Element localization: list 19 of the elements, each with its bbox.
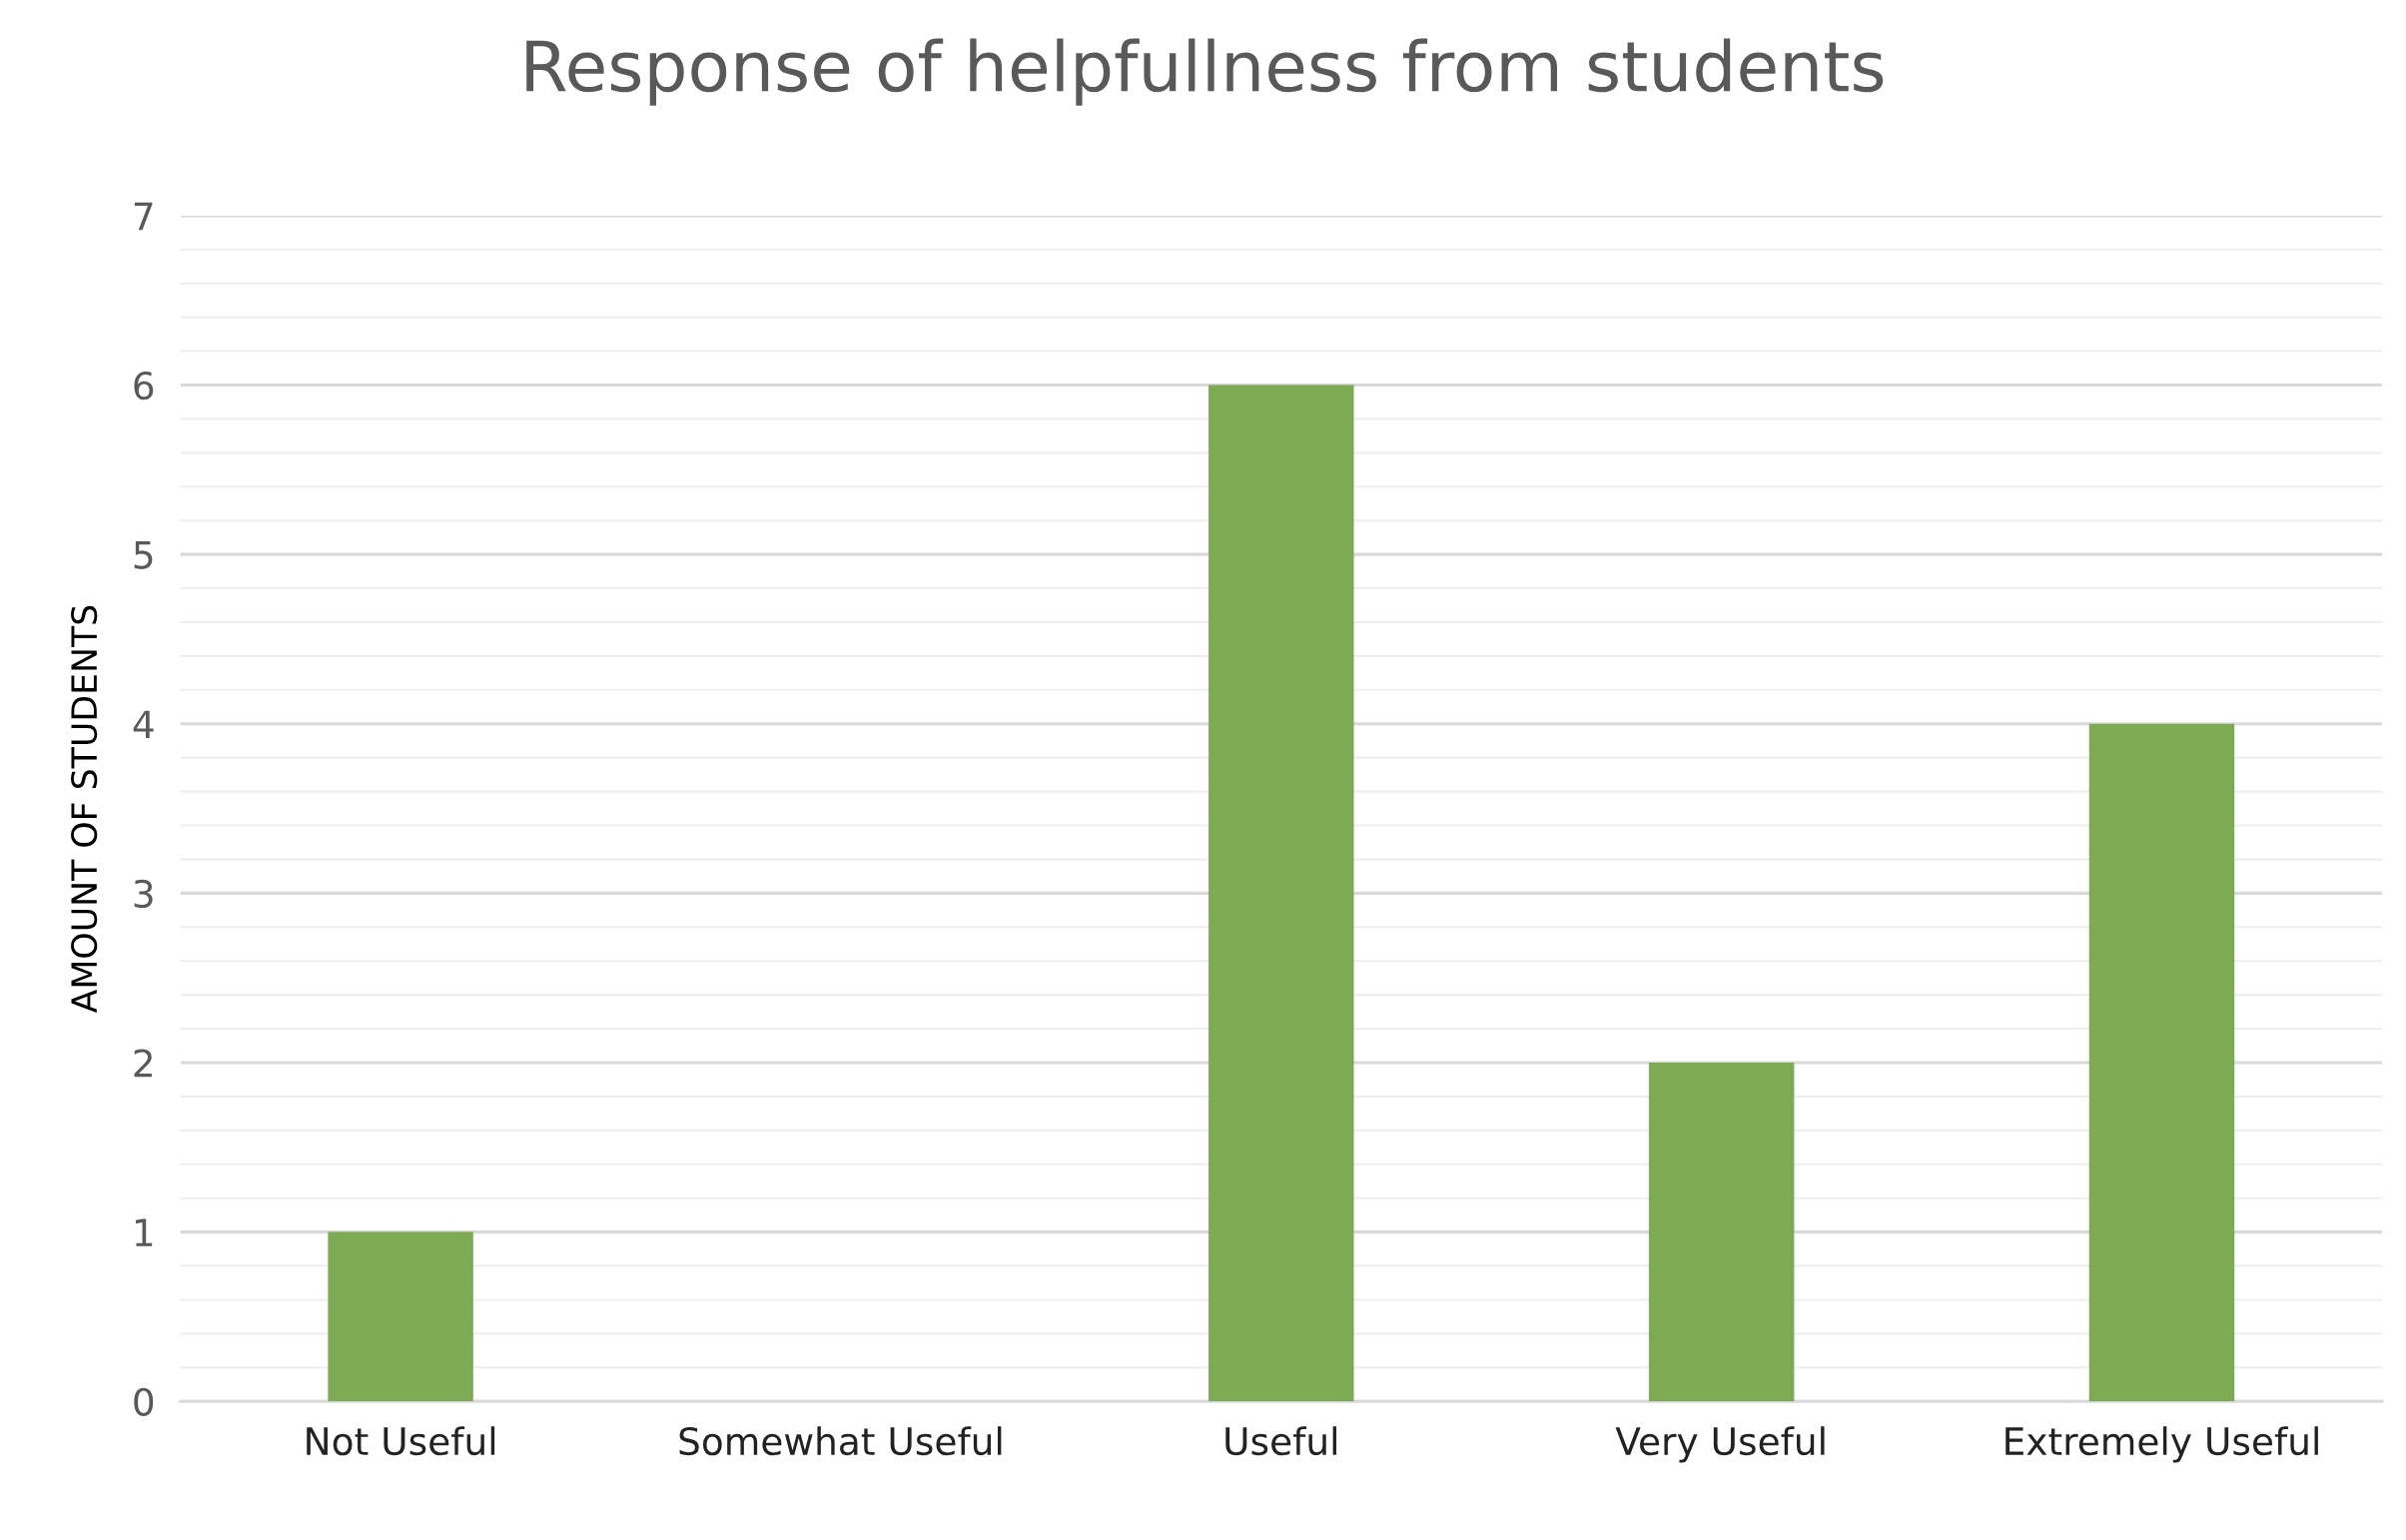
x-tick-label: Somewhat Useful <box>679 1426 1002 1456</box>
x-tick-label: Very Useful <box>1615 1426 1825 1463</box>
y-tick-label: 4 <box>133 710 154 738</box>
y-tick-label: 3 <box>134 879 153 909</box>
bar <box>1208 385 1354 1402</box>
y-tick-label: 1 <box>135 1218 153 1246</box>
chart-title: Response of helpfullness from students <box>526 38 1884 106</box>
x-tick-label: Useful <box>1225 1426 1336 1456</box>
x-tick-label: Extremely Useful <box>2005 1426 2318 1463</box>
bar <box>328 1231 473 1402</box>
y-tick-label: 2 <box>134 1049 152 1078</box>
bar <box>2088 723 2235 1402</box>
y-tick-label: 6 <box>134 371 154 400</box>
bar <box>1648 1062 1795 1402</box>
y-tick-label: 0 <box>134 1387 154 1416</box>
y-axis-title: AMOUNT OF STUDENTS <box>71 605 98 1014</box>
y-tick-label: 7 <box>134 202 153 231</box>
y-tick-label: 5 <box>134 541 153 569</box>
x-tick-label: Not Useful <box>307 1426 495 1456</box>
